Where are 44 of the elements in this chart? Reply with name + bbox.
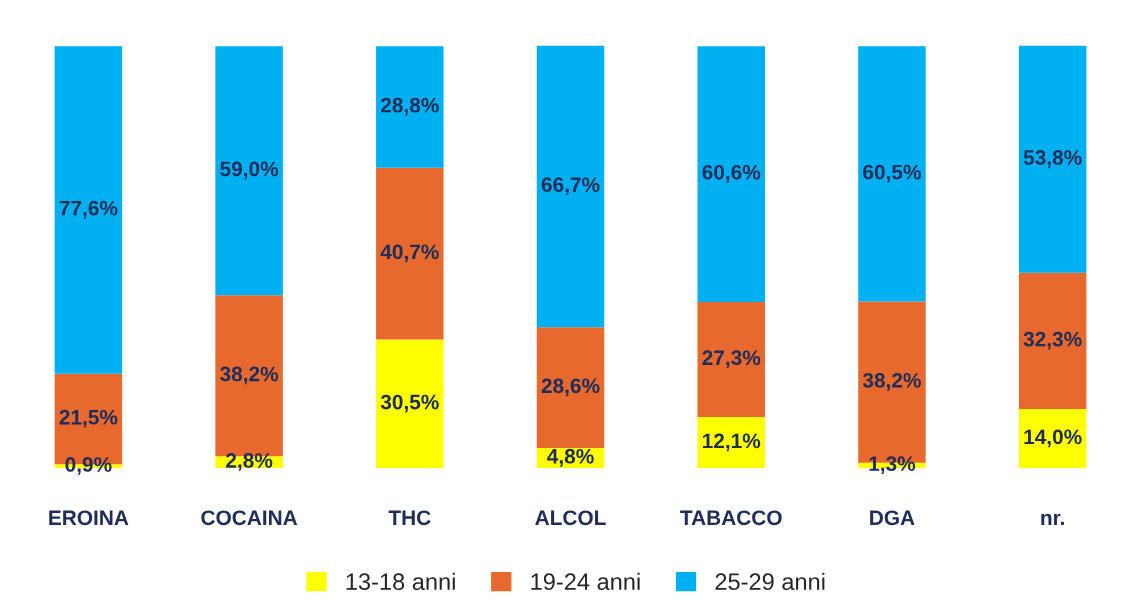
bar xyxy=(54,46,123,374)
data-label: 28,8% xyxy=(381,97,439,116)
data-label: 38,2% xyxy=(862,372,921,391)
data-label: 66,7% xyxy=(541,177,600,196)
data-label: 21,5% xyxy=(59,409,118,428)
data-label: 27,3% xyxy=(702,350,761,369)
data-label: 38,2% xyxy=(220,366,279,385)
data-label: 2,8% xyxy=(226,453,273,471)
x-tick-label: THC xyxy=(388,510,431,526)
data-label: 40,7% xyxy=(380,244,439,263)
bar xyxy=(215,46,283,296)
bar xyxy=(376,339,444,469)
bar xyxy=(536,327,605,448)
data-label: 53,8% xyxy=(1023,150,1082,168)
bar xyxy=(1018,45,1087,273)
data-label: 28,6% xyxy=(541,378,600,397)
x-tick-label: nr. xyxy=(1041,513,1064,525)
bar xyxy=(376,46,444,168)
x-tick-label: DGA xyxy=(870,510,915,526)
data-label: 30,5% xyxy=(380,394,439,413)
x-tick-label: ALCOL xyxy=(535,510,606,526)
data-label: 12,1% xyxy=(703,433,761,452)
data-label: 60,5% xyxy=(863,164,921,183)
legend-label: 13-18 anni xyxy=(346,572,455,591)
x-tick-label: TABACCO xyxy=(680,510,782,526)
bar xyxy=(697,301,765,418)
data-label: 59,0% xyxy=(220,161,279,180)
x-tick-label: EROINA xyxy=(49,510,129,526)
data-label: 14,0% xyxy=(1024,429,1082,448)
data-label: 60,6% xyxy=(702,164,761,183)
data-label: 77,6% xyxy=(59,200,118,219)
bar xyxy=(536,45,605,328)
data-label: 0,9% xyxy=(65,457,112,475)
data-label: 4,8% xyxy=(547,448,594,467)
bar xyxy=(858,46,926,302)
bar xyxy=(1018,409,1087,469)
bar xyxy=(697,46,765,302)
x-tick-label: COCAINA xyxy=(201,510,298,526)
legend-label: 25-29 anni xyxy=(715,572,825,591)
bar xyxy=(697,417,765,469)
legend-label: 19-24 anni xyxy=(531,572,640,591)
data-label: 32,3% xyxy=(1023,331,1082,350)
bar xyxy=(376,167,444,340)
bar xyxy=(1018,272,1087,410)
